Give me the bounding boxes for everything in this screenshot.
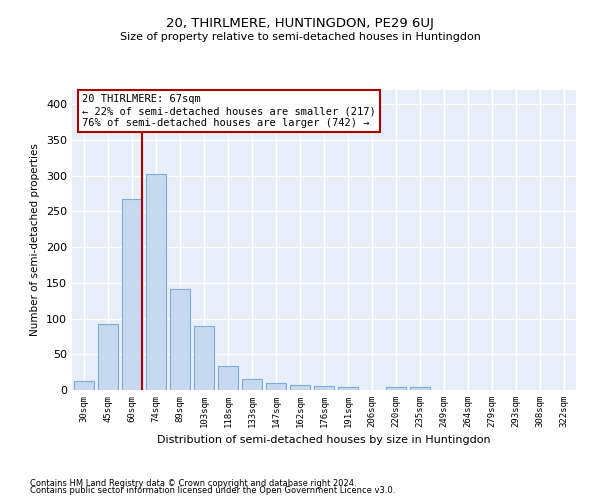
Bar (314, 386, 334, 390)
Text: Contains public sector information licensed under the Open Government Licence v3: Contains public sector information licen… (30, 486, 395, 495)
Bar (74, 380, 94, 390)
X-axis label: Distribution of semi-detached houses by size in Huntingdon: Distribution of semi-detached houses by … (157, 436, 491, 446)
Bar (410, 387, 430, 390)
Bar (338, 387, 358, 390)
Bar (290, 385, 310, 390)
Bar (218, 366, 238, 390)
Bar (386, 387, 406, 390)
Bar (194, 326, 214, 390)
Bar (170, 290, 190, 390)
Text: 20, THIRLMERE, HUNTINGDON, PE29 6UJ: 20, THIRLMERE, HUNTINGDON, PE29 6UJ (166, 18, 434, 30)
Text: Size of property relative to semi-detached houses in Huntingdon: Size of property relative to semi-detach… (119, 32, 481, 42)
Text: Contains HM Land Registry data © Crown copyright and database right 2024.: Contains HM Land Registry data © Crown c… (30, 478, 356, 488)
Bar (98, 324, 118, 390)
Bar (146, 174, 166, 390)
Bar (242, 380, 262, 390)
Y-axis label: Number of semi-detached properties: Number of semi-detached properties (31, 144, 40, 336)
Bar (122, 200, 142, 390)
Text: 20 THIRLMERE: 67sqm
← 22% of semi-detached houses are smaller (217)
76% of semi-: 20 THIRLMERE: 67sqm ← 22% of semi-detach… (82, 94, 376, 128)
Bar (266, 383, 286, 390)
